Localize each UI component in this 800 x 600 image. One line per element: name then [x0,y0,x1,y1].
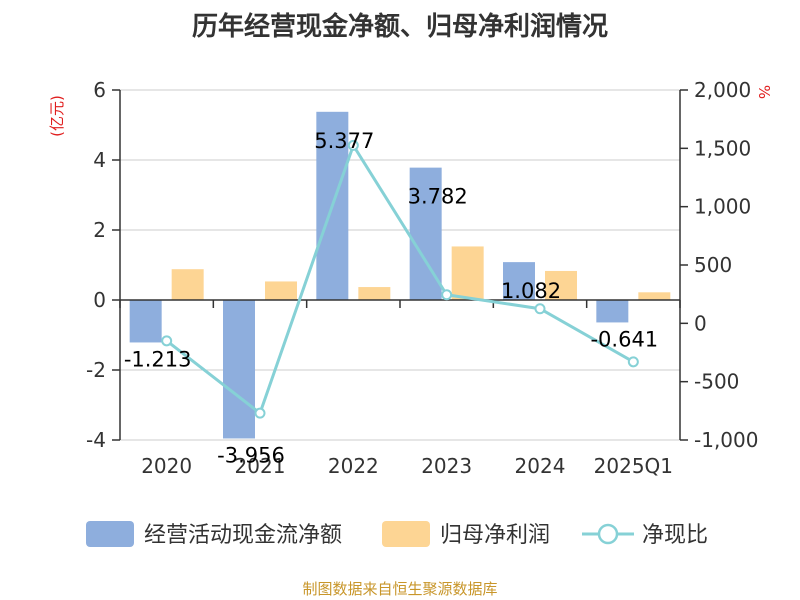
cash-flow-data-label: -0.641 [590,327,658,351]
right-unit-label: % [755,85,773,99]
net-profit-bar [265,281,297,300]
category-label: 2021 [235,454,286,478]
bars [129,111,671,439]
category-label: 2024 [515,454,566,478]
cash-flow-bar [223,300,255,439]
source-note: 制图数据来自恒生聚源数据库 [302,580,498,598]
category-label: 2022 [328,454,379,478]
cash-flow-data-label: 5.377 [314,129,374,153]
category-label: 2020 [141,454,192,478]
category-label: 2023 [421,454,472,478]
legend-label-net-profit: 归母净利润 [440,523,550,548]
right-axis-tick-label: -500 [694,370,739,394]
net-profit-bar [638,292,671,300]
left-unit-label: (亿元) [48,95,66,137]
cash-flow-data-label: -1.213 [124,347,192,371]
ratio-point [161,335,173,347]
left-axis-tick-label: 0 [93,288,106,312]
legend-item-cash-flow[interactable]: 经营活动现金流净额 [86,521,342,548]
legend-label-ratio: 净现比 [642,523,708,548]
legend-marker-ratio [597,523,619,545]
net-profit-bar [451,246,484,300]
axes: 6 4 2 0 -2 -4 2,000 1,500 1,000 500 0 -500 -1,000 202… [48,78,773,478]
chart-title: 历年经营现金净额、归母净利润情况 [191,12,608,42]
ratio-line [161,139,639,419]
net-profit-bar [358,287,391,300]
cash-flow-bar [129,300,162,343]
right-axis-tick-label: 2,000 [694,78,751,102]
right-axis-tick-label: 1,000 [694,195,751,219]
left-axis-tick-label: -4 [86,428,106,452]
cash-flow-bar [503,262,535,300]
right-axis-tick-label: 500 [694,253,732,277]
ratio-point [254,407,266,419]
cash-flow-data-label: 3.782 [408,185,468,209]
grid-lines [120,89,680,441]
legend-label-cash-flow: 经营活动现金流净额 [144,523,342,548]
category-label: 2025Q1 [594,454,673,478]
ratio-polyline [165,141,635,416]
ratio-point [441,289,453,301]
left-axis-tick-label: -2 [86,358,106,382]
legend-item-ratio[interactable]: 净现比 [582,523,708,548]
ratio-point [347,139,359,151]
right-axis-tick-label: 1,500 [694,136,751,160]
net-profit-bar [545,270,577,300]
cash-flow-data-label: -3.956 [217,443,285,467]
cash-flow-data-label: 1.082 [501,279,561,303]
ratio-point [627,356,639,368]
left-axis-tick-label: 4 [93,148,106,172]
legend-swatch-cash-flow [86,521,134,547]
left-axis-tick-label: 2 [93,218,106,242]
right-axis-tick-label: 0 [694,311,707,335]
legend-item-net-profit[interactable]: 归母净利润 [382,521,550,548]
cash-flow-bar [596,300,629,323]
data-labels: -1.213 -3.956 5.377 3.782 1.082 -0.641 [124,129,658,468]
left-axis-tick-label: 6 [93,78,106,102]
legend: 经营活动现金流净额 归母净利润 净现比 [86,521,708,548]
ratio-point [534,303,546,315]
legend-swatch-net-profit [382,521,430,547]
right-axis-tick-label: -1,000 [694,428,758,452]
net-profit-bar [171,269,204,300]
